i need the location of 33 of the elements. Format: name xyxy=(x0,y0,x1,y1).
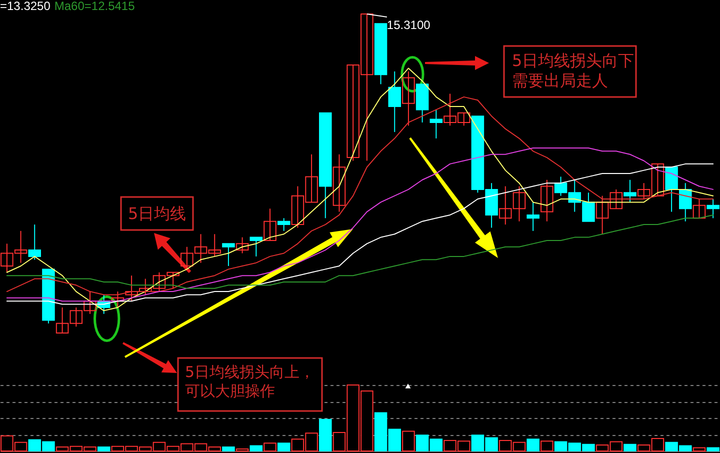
candlestick xyxy=(540,179,554,222)
candlestick xyxy=(430,109,443,139)
bar xyxy=(319,418,332,452)
bar xyxy=(706,447,720,452)
bar xyxy=(624,444,636,452)
candlestick xyxy=(624,179,636,203)
candlestick xyxy=(692,198,706,219)
candlestick xyxy=(706,198,720,219)
bar xyxy=(97,446,110,452)
annotation: 5日均线拐头向下需要出局走人 xyxy=(512,51,634,90)
candlestick xyxy=(332,154,346,212)
bar xyxy=(526,438,540,452)
bar xyxy=(250,445,263,452)
text: 5日均线拐头向上，可以大胆操作 xyxy=(185,363,315,400)
annotation: 5日均线 xyxy=(128,204,186,223)
candlestick xyxy=(111,291,124,308)
candlestick xyxy=(277,218,290,232)
text: Ma60=12.5415 xyxy=(54,0,136,13)
candlestick xyxy=(665,166,678,212)
candlestick xyxy=(125,275,138,302)
candlestick xyxy=(264,208,276,241)
candlestick xyxy=(236,236,249,254)
candlestick xyxy=(250,236,263,257)
candlestick xyxy=(402,70,415,126)
candlestick xyxy=(679,182,692,222)
annotation: 15.3100 xyxy=(386,18,431,32)
text: =13.3250 xyxy=(0,0,51,13)
candlestick xyxy=(526,202,540,232)
bar xyxy=(277,442,290,452)
candlestick xyxy=(28,224,41,260)
bar xyxy=(222,446,235,452)
candlestick xyxy=(222,243,235,267)
candlestick xyxy=(388,70,401,133)
